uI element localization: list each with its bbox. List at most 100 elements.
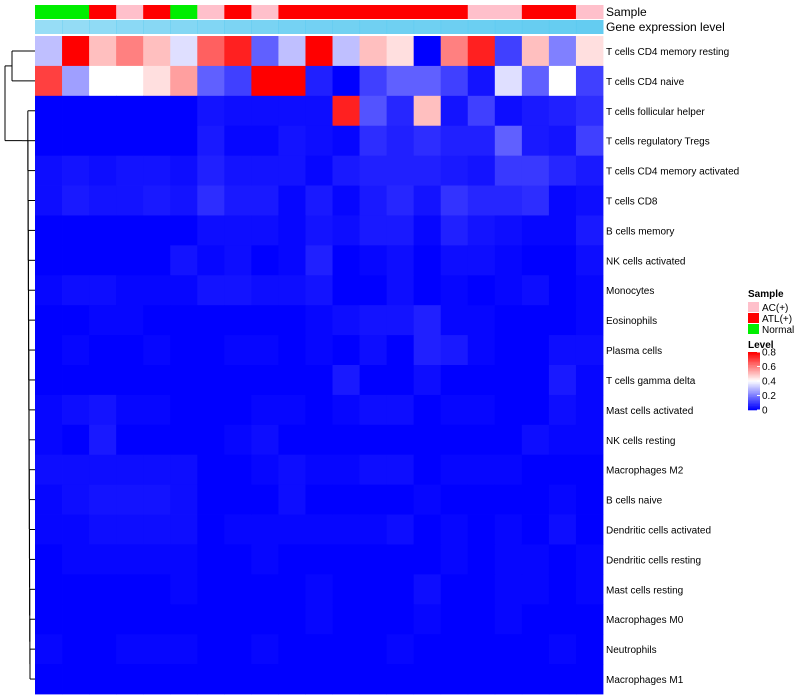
heatmap-cell bbox=[35, 65, 63, 97]
heatmap-cell bbox=[170, 394, 198, 426]
heatmap-cell bbox=[305, 155, 333, 186]
heatmap-cell bbox=[35, 514, 63, 545]
row-label: B cells naive bbox=[606, 496, 663, 507]
heatmap-cell bbox=[575, 365, 604, 396]
legend-colorbar-segment bbox=[748, 399, 760, 402]
expression-annotation-cell bbox=[332, 20, 361, 34]
heatmap-cell bbox=[197, 125, 225, 157]
heatmap-cell bbox=[413, 454, 442, 486]
heatmap-cell bbox=[170, 664, 198, 695]
heatmap-cell bbox=[278, 275, 306, 306]
heatmap-cell bbox=[170, 245, 198, 276]
heatmap-cell bbox=[116, 544, 144, 575]
heatmap-cell bbox=[143, 394, 171, 426]
legend-level-tick-label: 0.6 bbox=[762, 362, 776, 373]
heatmap-cell bbox=[224, 484, 252, 515]
heatmap-cell bbox=[197, 634, 225, 665]
sample-annotation-cell bbox=[170, 5, 198, 19]
heatmap-cell bbox=[332, 185, 360, 216]
heatmap-cell bbox=[413, 634, 442, 665]
heatmap-cell bbox=[359, 365, 388, 396]
heatmap-cell bbox=[575, 454, 604, 486]
expression-annotation-cell bbox=[278, 20, 306, 34]
heatmap-cell bbox=[386, 514, 415, 545]
heatmap-cell bbox=[89, 125, 117, 157]
heatmap-cell bbox=[224, 634, 252, 665]
legend-colorbar-segment bbox=[748, 391, 760, 393]
heatmap-cell bbox=[575, 65, 604, 97]
legend-colorbar-segment bbox=[748, 376, 760, 379]
row-label: T cells regulatory Tregs bbox=[606, 137, 710, 148]
heatmap-cell bbox=[548, 245, 577, 276]
heatmap-cell bbox=[170, 365, 198, 396]
heatmap-cell bbox=[413, 125, 442, 157]
heatmap-cell bbox=[224, 574, 252, 605]
heatmap-cell bbox=[278, 454, 306, 486]
heatmap-cell bbox=[359, 275, 388, 306]
heatmap-cell bbox=[35, 185, 63, 216]
heatmap-cell bbox=[359, 574, 388, 605]
heatmap-cell bbox=[359, 335, 388, 366]
row-label: T cells follicular helper bbox=[606, 107, 705, 118]
heatmap-cell bbox=[332, 215, 360, 246]
heatmap-cell bbox=[494, 335, 523, 366]
heatmap-cell bbox=[359, 424, 388, 456]
heatmap-cell bbox=[305, 574, 333, 605]
heatmap-cell bbox=[521, 365, 550, 396]
heatmap-cell bbox=[548, 125, 577, 157]
heatmap-cell bbox=[332, 454, 360, 486]
heatmap-cell bbox=[332, 664, 360, 695]
heatmap-cell bbox=[548, 484, 577, 515]
heatmap-cell bbox=[62, 424, 90, 456]
heatmap-cell bbox=[62, 365, 90, 396]
heatmap-cell bbox=[251, 95, 279, 127]
heatmap-cell bbox=[359, 454, 388, 486]
heatmap-cell bbox=[575, 394, 604, 426]
expression-annotation-cell bbox=[413, 20, 442, 34]
heatmap-cell bbox=[305, 185, 333, 216]
heatmap-cell bbox=[35, 604, 63, 635]
heatmap-cell bbox=[224, 65, 252, 97]
heatmap-cell bbox=[494, 604, 523, 635]
heatmap-cell bbox=[278, 36, 306, 67]
heatmap-cell bbox=[440, 155, 469, 186]
row-label: Eosinophils bbox=[606, 316, 657, 327]
heatmap-cell bbox=[197, 155, 225, 186]
heatmap-cell bbox=[575, 544, 604, 575]
legend-sample-swatch bbox=[748, 302, 759, 312]
heatmap-cell bbox=[575, 275, 604, 306]
legend-colorbar-segment bbox=[748, 407, 760, 409]
heatmap-cell bbox=[332, 394, 360, 426]
heatmap-cell bbox=[332, 365, 360, 396]
heatmap-cell bbox=[548, 574, 577, 605]
expression-annotation-cell bbox=[305, 20, 334, 34]
heatmap-cell bbox=[548, 664, 577, 695]
heatmap-cell bbox=[494, 394, 523, 426]
heatmap-cell bbox=[116, 664, 144, 695]
heatmap-cell bbox=[305, 65, 333, 97]
expression-annotation-cell bbox=[494, 20, 523, 34]
heatmap-cell bbox=[548, 634, 577, 665]
heatmap-cell bbox=[386, 604, 415, 635]
heatmap-cell bbox=[89, 65, 117, 97]
heatmap-cell bbox=[521, 36, 550, 67]
heatmap-cell bbox=[62, 574, 90, 605]
heatmap-cell bbox=[224, 215, 252, 246]
heatmap-cell bbox=[359, 185, 388, 216]
heatmap-cell bbox=[35, 664, 63, 695]
sample-annotation-cell bbox=[251, 5, 279, 19]
heatmap-cell bbox=[116, 275, 144, 306]
heatmap-cell bbox=[494, 544, 523, 575]
heatmap-cell bbox=[143, 215, 171, 246]
sample-annotation-cell bbox=[143, 5, 171, 19]
heatmap-cell bbox=[224, 544, 252, 575]
heatmap-cell bbox=[467, 125, 496, 157]
heatmap-cell bbox=[386, 95, 415, 127]
heatmap-cell bbox=[116, 394, 144, 426]
legend-colorbar-segment bbox=[748, 367, 760, 370]
heatmap-cell bbox=[305, 424, 333, 456]
legend-colorbar-segment bbox=[748, 382, 760, 385]
sample-annotation-cell bbox=[521, 5, 550, 19]
heatmap-cell bbox=[440, 185, 469, 216]
heatmap-cell bbox=[62, 36, 90, 67]
